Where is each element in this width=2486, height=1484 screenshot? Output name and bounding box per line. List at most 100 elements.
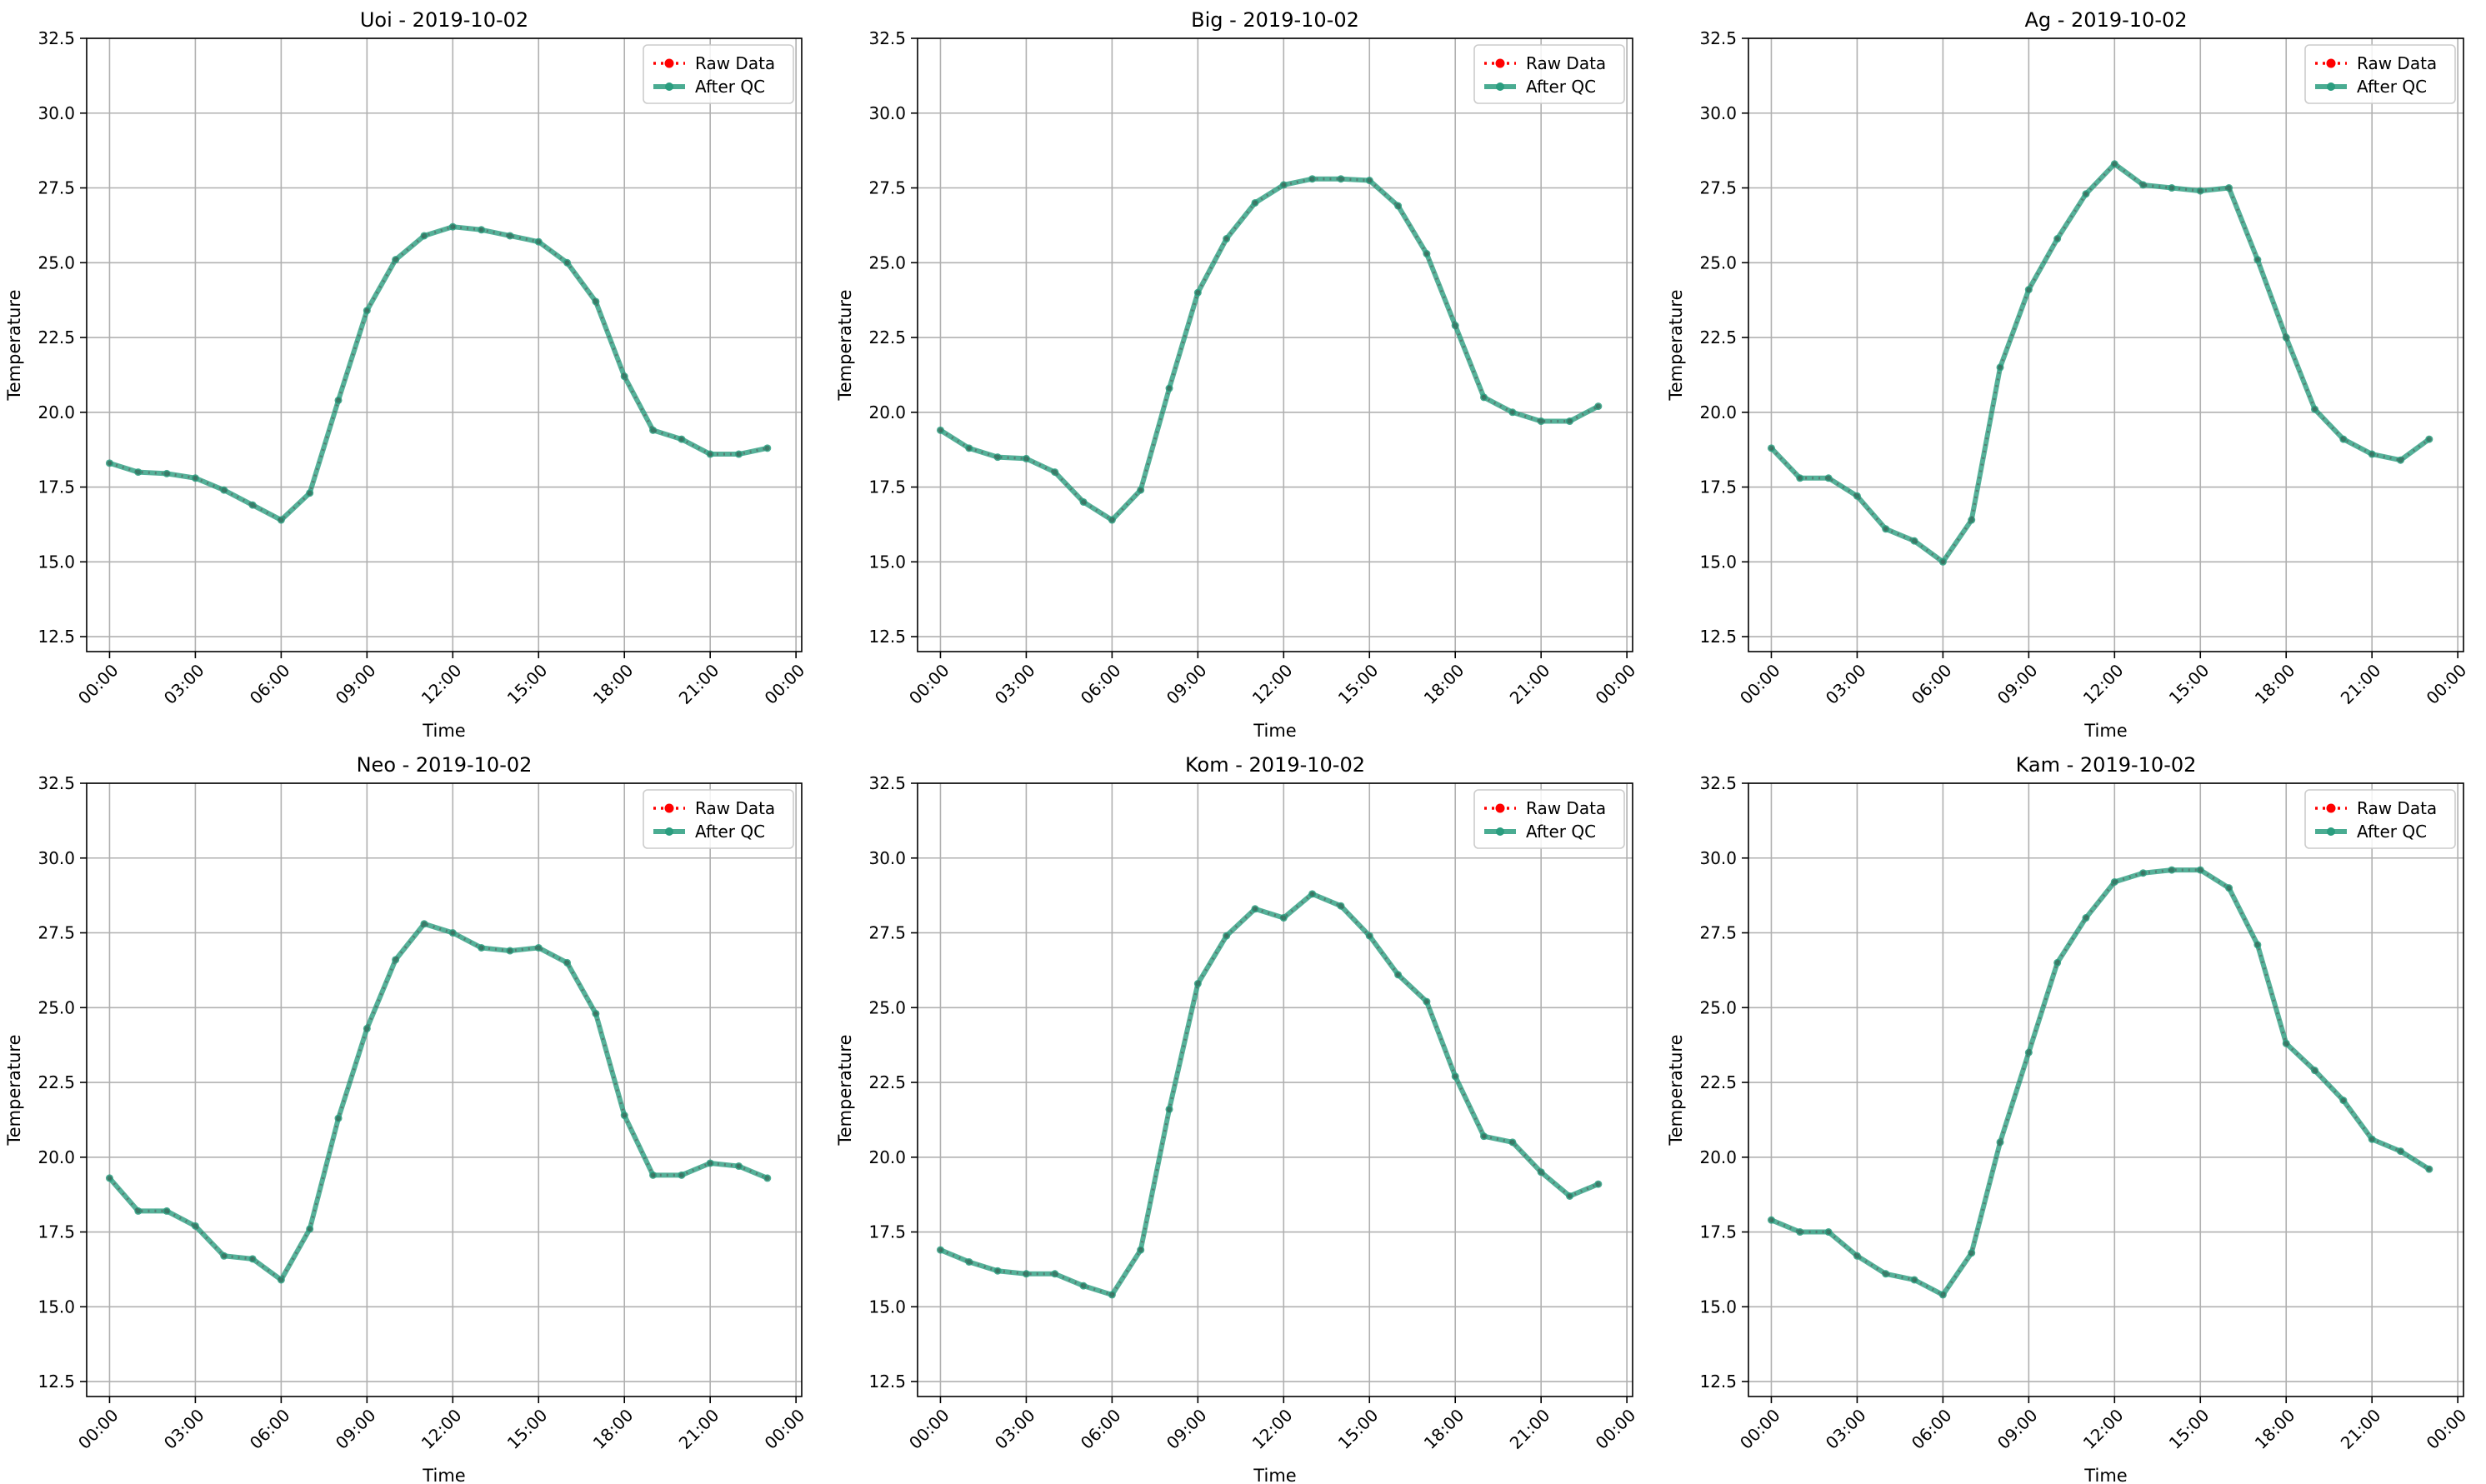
raw-point bbox=[393, 257, 398, 262]
x-tick-label: 15:00 bbox=[2165, 660, 2213, 708]
raw-point bbox=[2112, 161, 2118, 167]
y-axis-label: Temperature bbox=[4, 289, 24, 401]
legend-raw-marker bbox=[664, 803, 674, 813]
raw-point bbox=[1854, 1253, 1860, 1259]
y-tick-label: 32.5 bbox=[868, 773, 906, 793]
raw-point bbox=[995, 1268, 1001, 1274]
raw-point bbox=[564, 960, 570, 966]
raw-point bbox=[536, 239, 542, 245]
y-tick-label: 17.5 bbox=[1699, 1222, 1737, 1242]
y-tick-label: 27.5 bbox=[1699, 923, 1737, 943]
y-axis-label: Temperature bbox=[1666, 289, 1686, 401]
raw-point bbox=[1367, 933, 1373, 939]
y-tick-label: 20.0 bbox=[38, 1147, 75, 1167]
raw-point bbox=[2026, 287, 2032, 292]
raw-point bbox=[1223, 236, 1229, 242]
series-after-qc-line bbox=[108, 921, 768, 1282]
raw-point bbox=[1567, 418, 1573, 424]
legend-raw-marker bbox=[2326, 58, 2336, 68]
x-tick-label: 03:00 bbox=[991, 660, 1039, 708]
series-after-qc-line bbox=[1770, 867, 2431, 1297]
raw-point bbox=[1826, 475, 1832, 481]
x-tick-label: 00:00 bbox=[1592, 1405, 1640, 1453]
raw-point bbox=[135, 1208, 141, 1214]
series-raw-line bbox=[939, 177, 1599, 522]
x-tick-label: 00:00 bbox=[74, 660, 123, 708]
raw-point bbox=[1940, 1292, 1946, 1297]
x-tick-label: 06:00 bbox=[1908, 1405, 1956, 1453]
x-tick-label: 00:00 bbox=[2423, 1405, 2471, 1453]
y-tick-label: 25.0 bbox=[868, 252, 906, 272]
y-tick-label: 30.0 bbox=[38, 848, 75, 868]
series-after-qc-points bbox=[936, 890, 1603, 1299]
x-tick-label: 03:00 bbox=[1822, 660, 1870, 708]
raw-point bbox=[2340, 1097, 2346, 1103]
raw-point bbox=[2283, 1041, 2289, 1047]
x-tick-label: 03:00 bbox=[160, 1405, 208, 1453]
series-raw-points bbox=[938, 891, 1601, 1297]
legend: Raw Data After QC bbox=[643, 789, 794, 849]
grid bbox=[87, 782, 802, 1397]
raw-point bbox=[307, 1226, 313, 1232]
legend-raw-label: Raw Data bbox=[2357, 798, 2437, 818]
legend-raw-label: Raw Data bbox=[695, 798, 775, 818]
raw-point bbox=[708, 1160, 713, 1166]
raw-point bbox=[1023, 456, 1029, 462]
raw-point bbox=[650, 1172, 656, 1178]
y-tick-label: 30.0 bbox=[868, 103, 906, 123]
x-tick-label: 03:00 bbox=[1822, 1405, 1870, 1453]
raw-point bbox=[1195, 290, 1201, 296]
raw-point bbox=[2226, 885, 2232, 891]
x-tick-label: 09:00 bbox=[1163, 660, 1211, 708]
raw-point bbox=[1854, 493, 1860, 499]
raw-point bbox=[1195, 981, 1201, 987]
legend-raw-label: Raw Data bbox=[695, 53, 775, 73]
raw-point bbox=[107, 460, 113, 466]
x-tick-label: 06:00 bbox=[1077, 660, 1125, 708]
raw-point bbox=[2054, 236, 2060, 242]
x-tick-label: 06:00 bbox=[246, 660, 294, 708]
y-axis-label: Temperature bbox=[835, 1034, 855, 1146]
y-tick-label: 32.5 bbox=[868, 28, 906, 48]
x-tick-label: 18:00 bbox=[1420, 1405, 1468, 1453]
series-raw-line bbox=[108, 922, 768, 1282]
legend-raw-label: Raw Data bbox=[2357, 53, 2437, 73]
series-raw-points bbox=[938, 176, 1601, 523]
raw-point bbox=[336, 397, 342, 403]
y-tick-label: 15.0 bbox=[38, 1297, 75, 1317]
x-tick-label: 18:00 bbox=[2251, 1405, 2299, 1453]
raw-point bbox=[164, 1208, 170, 1214]
raw-point bbox=[1309, 176, 1315, 182]
x-tick-label: 00:00 bbox=[1592, 660, 1640, 708]
y-tick-label: 32.5 bbox=[38, 773, 75, 793]
legend-qc-label: After QC bbox=[695, 822, 765, 842]
raw-point bbox=[1998, 364, 2003, 370]
raw-point bbox=[1167, 386, 1173, 392]
grid bbox=[87, 37, 802, 652]
y-tick-label: 20.0 bbox=[1699, 402, 1737, 422]
raw-point bbox=[1481, 394, 1487, 400]
x-tick-label: 00:00 bbox=[1736, 660, 1784, 708]
x-tick-label: 15:00 bbox=[2165, 1405, 2213, 1453]
legend: Raw Data After QC bbox=[643, 44, 794, 104]
legend-raw-label: Raw Data bbox=[1526, 798, 1606, 818]
x-tick-label: 09:00 bbox=[1993, 1405, 2042, 1453]
raw-point bbox=[450, 224, 456, 230]
legend-raw-label: Raw Data bbox=[1526, 53, 1606, 73]
subplot-3: 12.5 15.0 17.5 20.0 22.5 25.0 27.5 30.0 32.5 00:0… bbox=[1666, 8, 2470, 741]
raw-point bbox=[393, 957, 398, 962]
raw-point bbox=[2226, 185, 2232, 191]
raw-point bbox=[593, 298, 598, 304]
raw-point bbox=[1940, 559, 1946, 565]
raw-point bbox=[995, 454, 1001, 460]
raw-point bbox=[1252, 906, 1258, 912]
x-tick-label: 15:00 bbox=[503, 660, 552, 708]
grid bbox=[1748, 782, 2463, 1397]
raw-point bbox=[1768, 445, 1774, 451]
x-tick-label: 03:00 bbox=[160, 660, 208, 708]
legend: Raw Data After QC bbox=[2304, 789, 2456, 849]
raw-point bbox=[2112, 879, 2118, 885]
x-tick-label: 09:00 bbox=[332, 660, 380, 708]
y-tick-label: 15.0 bbox=[868, 1297, 906, 1317]
raw-point bbox=[1453, 322, 1458, 328]
